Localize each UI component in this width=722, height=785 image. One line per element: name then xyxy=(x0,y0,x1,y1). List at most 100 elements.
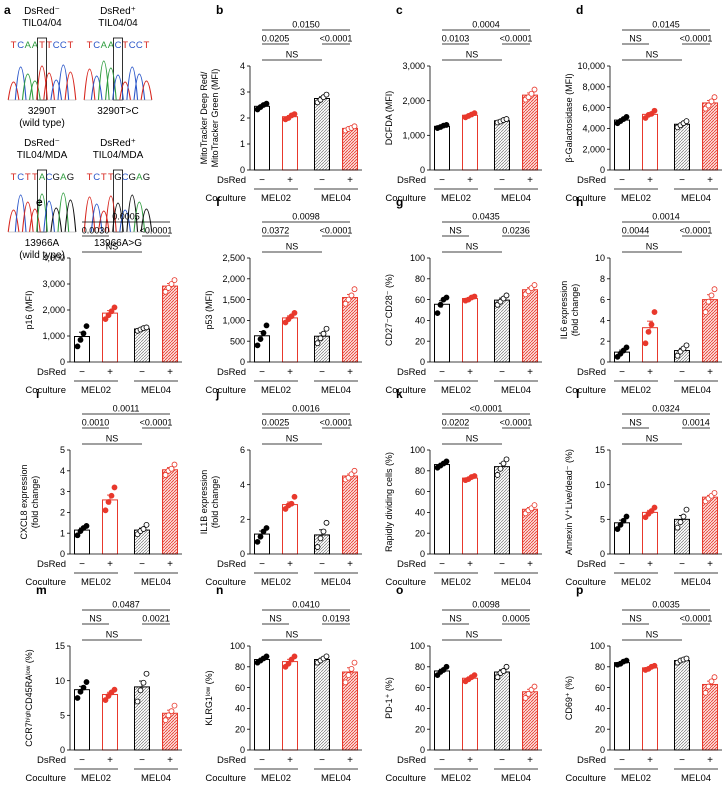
dsred-sign: + xyxy=(347,755,353,766)
dsred-row-label: DsRed xyxy=(397,367,426,378)
data-point xyxy=(254,342,261,349)
sequence-letter: A xyxy=(108,40,115,51)
panel-letter: n xyxy=(216,583,223,597)
bar xyxy=(314,659,330,751)
chart-panel-p: p 0 20 40 60 80 100 CD69⁺ (%) − + − + DsRed MEL02 MEL0… xyxy=(564,583,722,784)
p-value-label: 0.0150 xyxy=(292,20,320,30)
group-label: MEL02 xyxy=(441,385,471,396)
cell-caption: 13966A xyxy=(25,238,60,249)
chromatogram-peak xyxy=(29,80,41,101)
y-tick-label: 2,000 xyxy=(582,144,605,154)
coculture-row-label: Coculture xyxy=(205,577,246,588)
data-point xyxy=(162,472,169,478)
coculture-row-label: Coculture xyxy=(25,577,66,588)
y-axis-label: CD27⁻CD28⁻ (%) xyxy=(384,274,394,346)
data-point xyxy=(617,521,624,528)
chart-panel-n: n 0 20 40 60 80 100 KLRG1ˡᵒʷ (%) − + − + DsRed MEL02 M… xyxy=(204,583,362,784)
data-point xyxy=(108,492,115,499)
data-point xyxy=(503,456,510,463)
y-tick-label: 0 xyxy=(240,357,245,367)
chart-panel-j: j 0 2 4 6 IL1B expression (fold change) − + − + DsR… xyxy=(199,387,362,588)
group-label: MEL02 xyxy=(261,773,291,784)
dsred-sign: + xyxy=(347,559,353,570)
bar xyxy=(342,475,358,555)
group-label: MEL04 xyxy=(681,385,711,396)
y-axis-label: (fold change) xyxy=(30,476,40,529)
data-point xyxy=(323,325,330,332)
bar xyxy=(134,328,150,363)
data-point xyxy=(525,690,532,697)
panel-letter: h xyxy=(576,195,583,209)
dsred-sign: − xyxy=(259,367,265,378)
data-point xyxy=(680,513,687,520)
data-point xyxy=(683,342,690,349)
y-tick-label: 60 xyxy=(235,683,245,693)
dsred-sign: + xyxy=(167,755,173,766)
data-point xyxy=(291,493,298,500)
chromatogram-peak xyxy=(126,194,139,233)
coculture-row-label: Coculture xyxy=(385,577,426,588)
bar xyxy=(434,464,450,555)
y-tick-label: 40 xyxy=(595,704,605,714)
y-tick-label: 8 xyxy=(600,274,605,284)
p-value-label: NS xyxy=(106,242,119,252)
coculture-row-label: Coculture xyxy=(565,385,606,396)
data-point xyxy=(143,324,150,331)
p-value-label: NS xyxy=(449,614,462,624)
chart-panel-d: d 0 2,000 4,000 6,000 8,000 10,000β-Galactosid… xyxy=(564,3,722,204)
y-tick-label: 40 xyxy=(235,704,245,714)
chromatogram-peak xyxy=(105,67,117,101)
y-tick-label: 1 xyxy=(240,139,245,149)
sequence-letter: C xyxy=(53,40,60,51)
sequence-letter: T xyxy=(87,172,93,183)
data-point xyxy=(105,312,112,319)
chromatogram-peak xyxy=(97,210,110,233)
p-value-label: NS xyxy=(646,434,659,444)
y-tick-label: 80 xyxy=(235,662,245,672)
data-point xyxy=(711,94,718,101)
data-point xyxy=(531,86,538,93)
sequence-letter: C xyxy=(129,40,136,51)
data-point xyxy=(102,697,109,703)
chromatogram-peak xyxy=(90,203,103,233)
y-tick-label: 5 xyxy=(600,515,605,525)
y-tick-label: 5 xyxy=(60,711,65,721)
dsred-sign: − xyxy=(499,175,505,186)
dsred-sign: − xyxy=(79,559,85,570)
data-point xyxy=(471,672,478,679)
data-point xyxy=(102,507,109,514)
chromatogram-peak xyxy=(43,72,55,101)
data-point xyxy=(348,665,355,672)
data-point xyxy=(291,310,298,316)
bar xyxy=(494,671,510,751)
p-value-label: NS xyxy=(286,434,299,444)
sequence-letter: T xyxy=(108,172,114,183)
data-point xyxy=(683,118,690,125)
p-value-label: <0.0001 xyxy=(320,226,353,236)
data-point xyxy=(168,708,175,715)
p-value-label: <0.0001 xyxy=(680,34,713,44)
y-axis-label: MitoTracker Green (MFI) xyxy=(210,69,220,168)
p-value-label: <0.0001 xyxy=(470,404,503,414)
data-point xyxy=(171,702,178,709)
sequence-letter: T xyxy=(11,172,17,183)
data-point xyxy=(257,533,264,540)
y-tick-label: 3 xyxy=(240,87,245,97)
cell-title: DsRed⁺ xyxy=(100,6,136,17)
p-value-label: 0.0005 xyxy=(112,212,140,222)
dsred-sign: + xyxy=(167,559,173,570)
y-tick-label: 2 xyxy=(60,508,65,518)
panel-letter: e xyxy=(36,195,43,209)
data-point xyxy=(614,526,621,532)
dsred-sign: − xyxy=(679,755,685,766)
data-point xyxy=(503,663,510,670)
dsred-sign: + xyxy=(707,367,713,378)
dsred-row-label: DsRed xyxy=(37,559,66,570)
dsred-sign: + xyxy=(527,175,533,186)
data-point xyxy=(291,111,298,117)
panel-letter: k xyxy=(396,387,403,401)
p-value-label: NS xyxy=(449,226,462,236)
y-tick-label: 100 xyxy=(410,445,425,455)
y-tick-label: 0 xyxy=(60,549,65,559)
